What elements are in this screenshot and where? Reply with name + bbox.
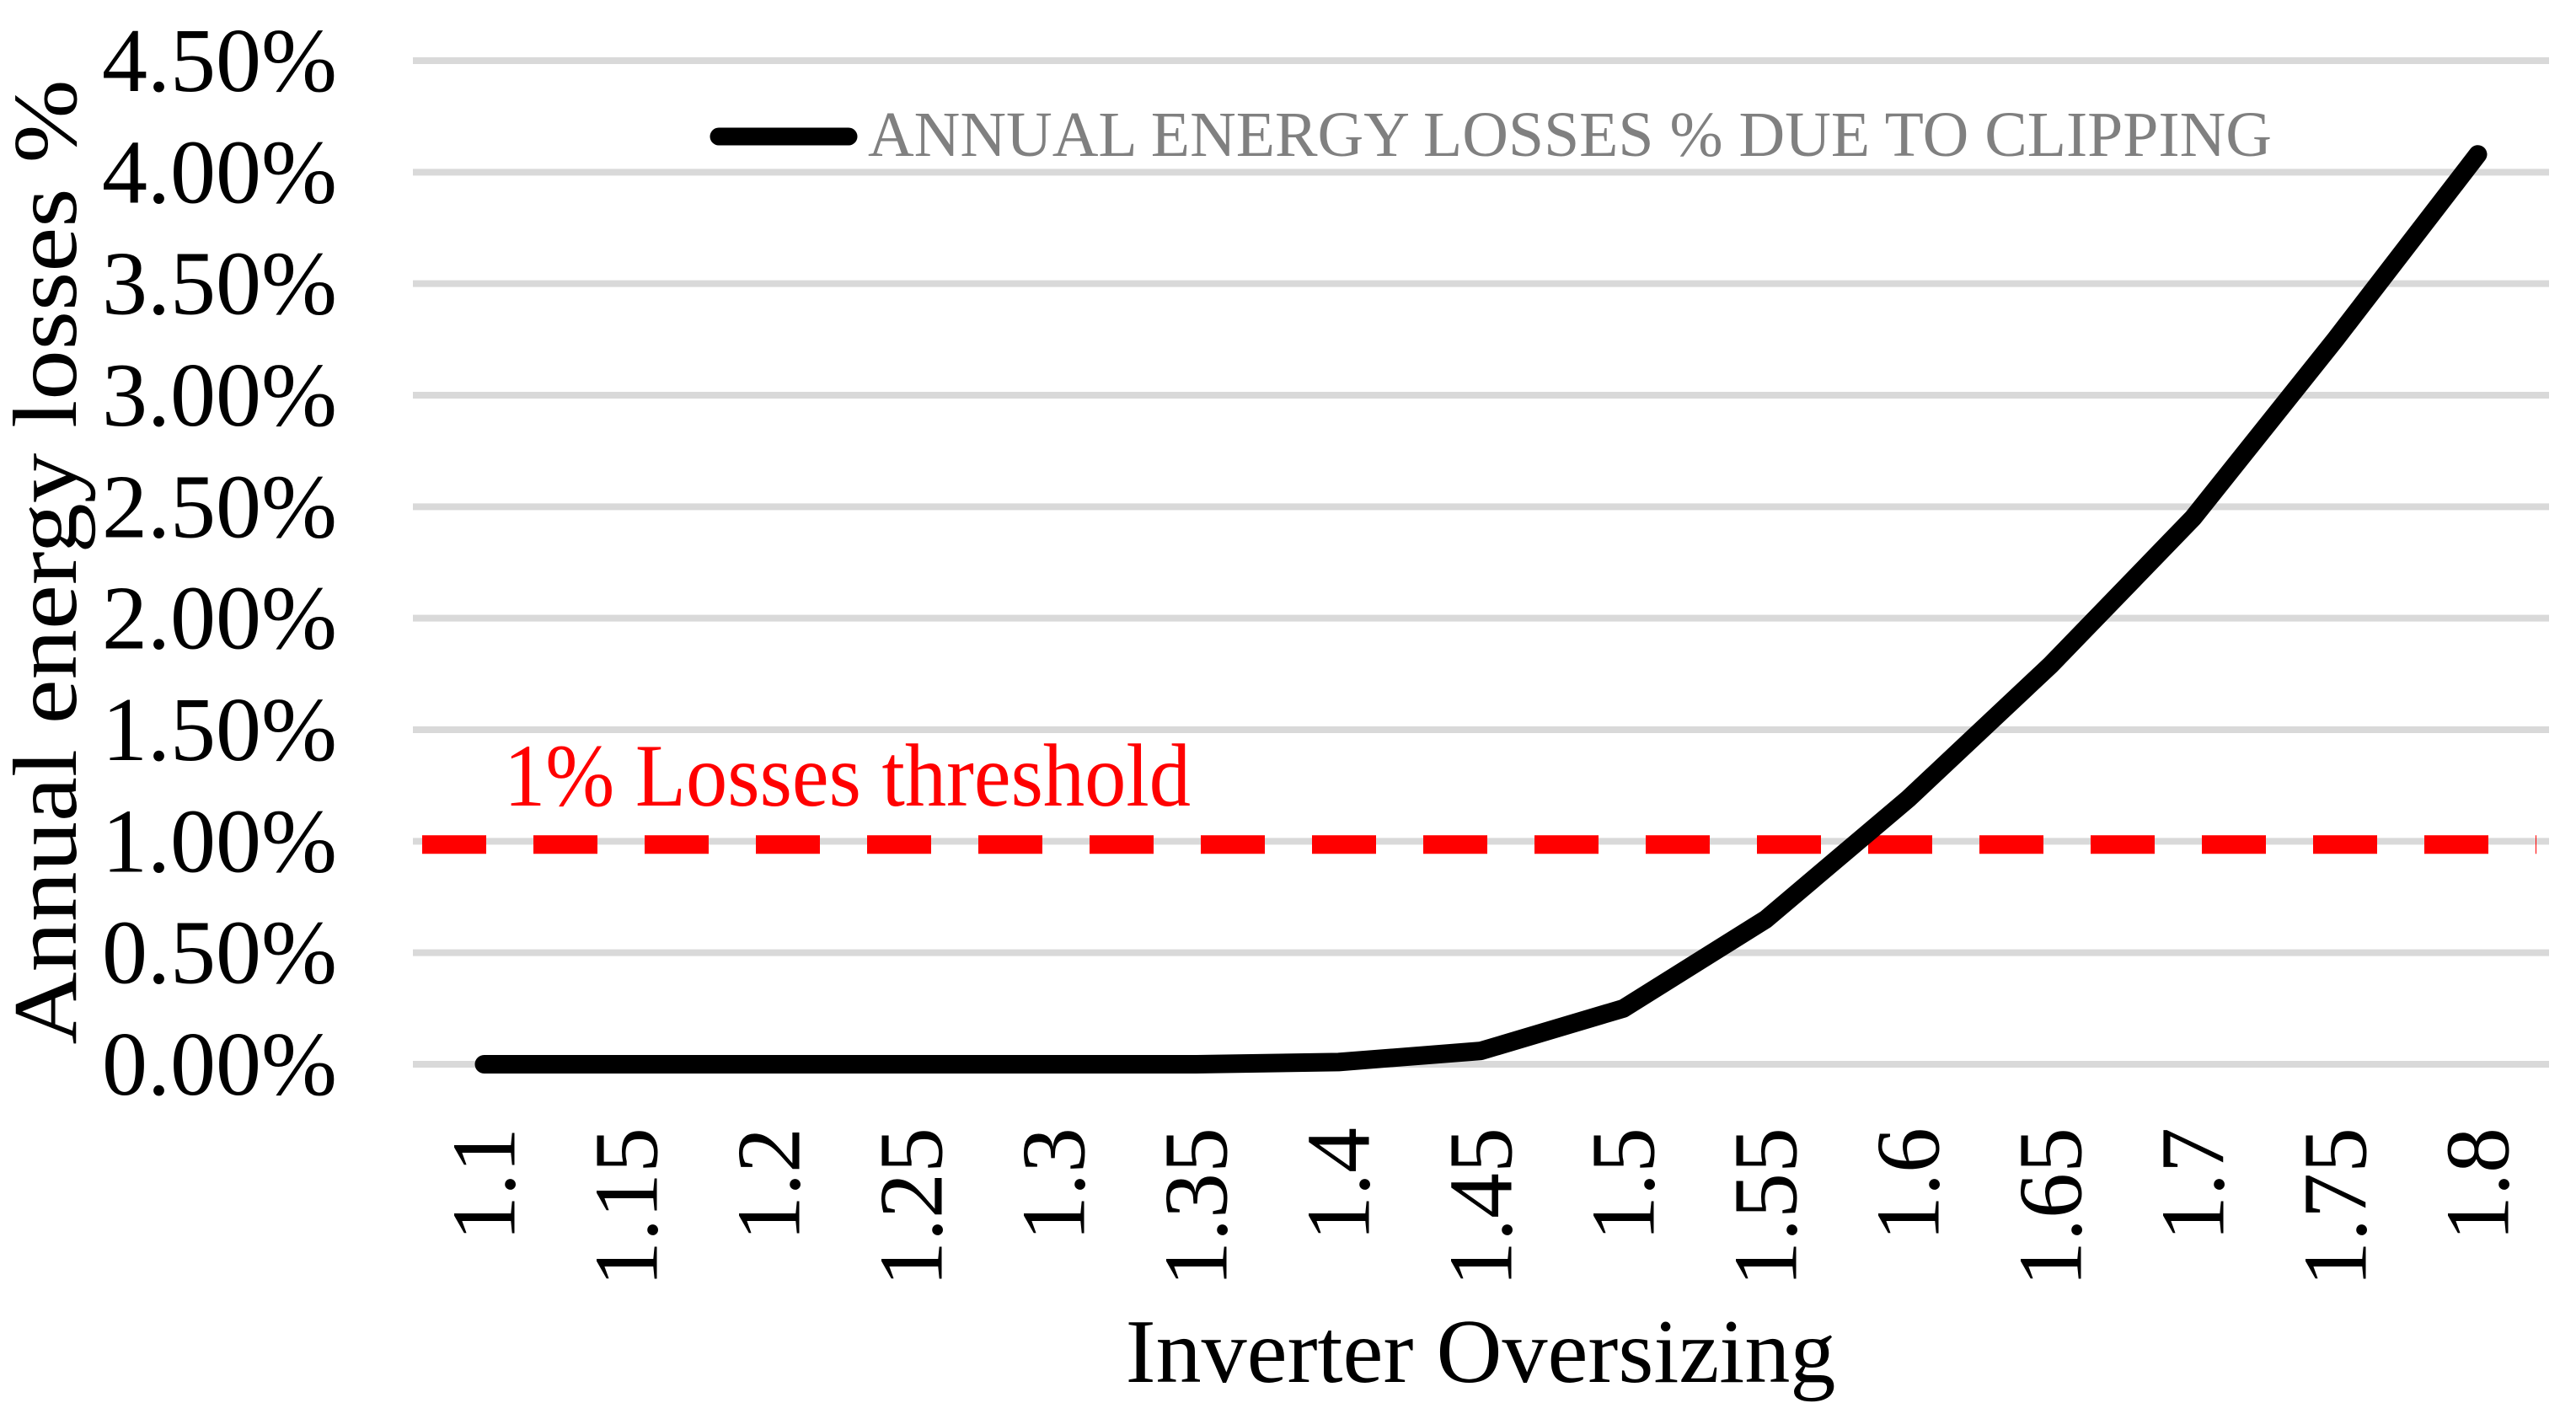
y-tick-label: 2.50%	[102, 457, 337, 557]
x-tick-label: 1.25	[862, 1127, 962, 1287]
legend: ANNUAL ENERGY LOSSES % DUE TO CLIPPING	[710, 99, 2272, 170]
x-axis-title: Inverter Oversizing	[1126, 1302, 1836, 1402]
x-tick-label: 1.8	[2429, 1127, 2529, 1241]
x-tick-label: 1.4	[1289, 1127, 1390, 1241]
x-tick-label: 1.6	[1859, 1127, 1959, 1241]
x-tick-label: 1.3	[1004, 1127, 1105, 1241]
y-tick-label: 3.00%	[102, 345, 337, 446]
x-tick-label: 1.7	[2144, 1127, 2244, 1241]
y-tick-label: 2.00%	[102, 569, 337, 669]
x-tick-label: 1.35	[1147, 1127, 1247, 1287]
y-tick-label: 0.50%	[102, 903, 337, 1004]
y-tick-label: 1.50%	[102, 680, 337, 780]
series-line	[474, 145, 2488, 1074]
x-tick-label: 1.45	[1432, 1127, 1532, 1287]
x-tick-label: 1.2	[720, 1127, 820, 1241]
y-tick-label: 3.50%	[102, 234, 337, 335]
x-tick-label: 1.65	[2001, 1127, 2102, 1287]
x-tick-label: 1.15	[577, 1127, 677, 1287]
y-tick-label: 1.00%	[102, 791, 337, 892]
y-tick-label: 0.00%	[102, 1015, 337, 1115]
y-axis-tick-labels: 0.00% 0.50% 1.00% 1.50% 2.00% 2.50% 3.00%3.50%…	[102, 11, 337, 1115]
x-tick-label: 1.5	[1574, 1127, 1674, 1241]
x-tick-label: 1.1	[435, 1127, 535, 1241]
x-tick-label: 1.55	[1716, 1127, 1817, 1287]
x-tick-label: 1.75	[2286, 1127, 2386, 1287]
y-tick-label: 4.00%	[102, 122, 337, 222]
legend-label: ANNUAL ENERGY LOSSES % DUE TO CLIPPING	[868, 99, 2272, 170]
y-tick-label: 4.50%	[102, 11, 337, 111]
gridlines	[413, 57, 2549, 1068]
x-axis-tick-labels: 1.1 1.15 1.2 1.25 1.3 1.35 1.4 1.45 1.5 1.55 1.6 1.…	[435, 1127, 2529, 1287]
threshold-label: 1% Losses threshold	[504, 726, 1191, 825]
y-axis-title: Annual energy losses %	[0, 80, 96, 1045]
